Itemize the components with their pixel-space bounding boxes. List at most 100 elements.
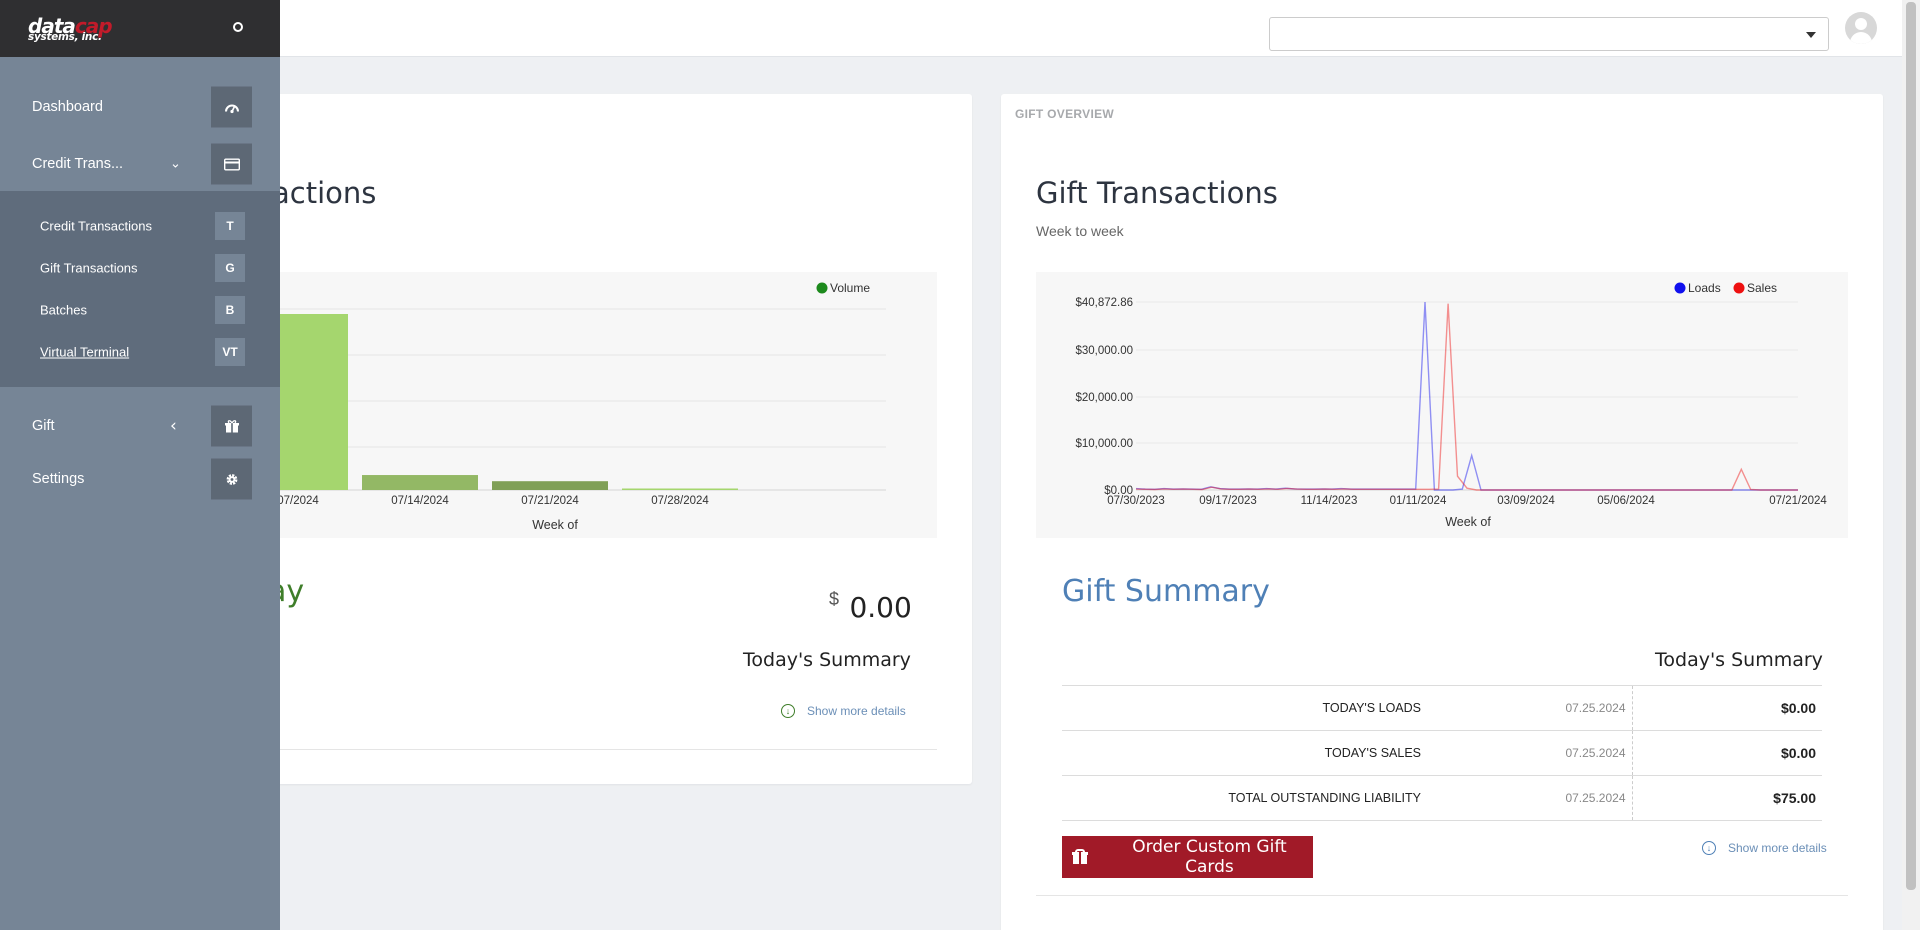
account-select[interactable]	[1269, 17, 1829, 51]
sidebar-item-settings[interactable]: Settings	[0, 451, 280, 507]
chevron-left-icon: ‹	[170, 416, 177, 436]
sidebar-item-credit-transactions[interactable]: Credit Trans... ⌄	[0, 136, 280, 192]
x-tick-label: 07/14/2024	[391, 495, 449, 507]
order-button-label: Order Custom Gift Cards	[1132, 837, 1287, 877]
table-row: TOTAL OUTSTANDING LIABILITY 07.25.2024 $…	[1062, 775, 1822, 821]
divider	[160, 749, 937, 750]
legend-label: Sales	[1747, 281, 1777, 295]
dashboard-icon	[211, 86, 252, 128]
credit-today-summary: Today's Summary	[743, 649, 911, 671]
x-axis-label: Week of	[1445, 515, 1491, 529]
gift-overview-card: GIFT OVERVIEW Gift Transactions Week to …	[1001, 94, 1883, 930]
sub-item-label: Batches	[40, 302, 87, 318]
shortcut-badge: VT	[215, 338, 245, 366]
credit-overview-card: actions 06/30/202407/07/202407/14/202407…	[160, 94, 972, 784]
y-tick-label: $0.00	[1104, 485, 1133, 497]
legend-label: Volume	[830, 281, 870, 295]
x-tick-label: 11/14/2023	[1301, 495, 1358, 507]
sub-item-label: Gift Transactions	[40, 260, 138, 276]
legend-label: Loads	[1688, 281, 1721, 295]
gift-summary-table: TODAY'S LOADS 07.25.2024 $0.00 TODAY'S S…	[1062, 685, 1822, 821]
chevron-down-icon	[1806, 32, 1816, 38]
x-tick-label: 03/09/2024	[1497, 495, 1555, 507]
sidebar-item-credit-transactions-sub[interactable]: Credit Transactions T	[0, 205, 280, 247]
gift-summary-title: Gift Summary	[1062, 574, 1270, 609]
sub-item-label: Virtual Terminal	[40, 344, 130, 360]
sidebar-header: datacap systems, inc.	[0, 0, 280, 57]
legend-swatch	[816, 282, 828, 294]
row-amount: $0.00	[1631, 730, 1822, 776]
avatar[interactable]	[1845, 12, 1877, 44]
sidebar-item-label: Settings	[32, 471, 85, 487]
series-line-loads	[1135, 301, 1798, 491]
gift-line-chart: $0.00 $10,000.00 $20,000.00 $30,000.00 $40,8…	[1075, 281, 1827, 529]
x-tick-label: 07/30/2023	[1107, 495, 1165, 507]
gift-show-more-link[interactable]: ↓ Show more details	[1702, 841, 1827, 855]
logo-subtext: systems, inc.	[28, 31, 102, 43]
credit-card-icon	[211, 143, 252, 185]
x-tick-label: 05/06/2024	[1597, 495, 1655, 507]
gear-icon	[211, 458, 252, 500]
row-label: TODAY'S LOADS	[1062, 685, 1437, 731]
show-more-label: Show more details	[807, 704, 906, 718]
sub-item-label: Credit Transactions	[40, 218, 152, 234]
arrow-down-circle-icon: ↓	[1702, 841, 1716, 855]
divider	[1036, 895, 1848, 896]
table-row: TODAY'S LOADS 07.25.2024 $0.00	[1062, 685, 1822, 731]
sidebar-item-label: Gift	[32, 418, 55, 434]
sidebar-item-label: Dashboard	[32, 99, 103, 115]
x-tick-label: 01/11/2024	[1390, 495, 1447, 507]
legend-swatch	[1674, 282, 1686, 294]
sidebar-item-batches[interactable]: Batches B	[0, 289, 280, 331]
logo-text: data	[28, 14, 76, 38]
sidebar-item-gift[interactable]: Gift ‹	[0, 398, 280, 454]
x-tick-label: 09/17/2023	[1199, 495, 1257, 507]
y-tick-label: $10,000.00	[1075, 438, 1133, 450]
shortcut-badge: B	[215, 296, 245, 324]
datacap-logo[interactable]: datacap systems, inc.	[28, 14, 113, 43]
credit-card-title: actions	[272, 176, 377, 210]
x-tick-label: 07/21/2024	[1769, 495, 1827, 507]
gift-card-subtitle: Week to week	[1036, 223, 1124, 239]
gift-card-title: Gift Transactions	[1036, 176, 1278, 210]
gift-card-header: GIFT OVERVIEW	[1015, 107, 1115, 121]
row-date: 07.25.2024	[1437, 775, 1632, 821]
gift-icon	[1072, 849, 1088, 865]
order-custom-gift-cards-button[interactable]: Order Custom Gift Cards	[1062, 836, 1313, 878]
sidebar-item-dashboard[interactable]: Dashboard	[0, 79, 280, 135]
chevron-down-icon: ⌄	[170, 156, 181, 172]
x-tick-label: 07/21/2024	[521, 495, 579, 507]
scrollbar-thumb[interactable]	[1906, 2, 1916, 890]
shortcut-badge: G	[215, 254, 245, 282]
show-more-label: Show more details	[1728, 841, 1827, 855]
series-line-sales	[1135, 303, 1798, 491]
legend-swatch	[1733, 282, 1745, 294]
y-tick-label: $40,872.86	[1075, 297, 1133, 309]
table-row: TODAY'S SALES 07.25.2024 $0.00	[1062, 730, 1822, 776]
y-tick-label: $30,000.00	[1075, 345, 1133, 357]
row-amount: $75.00	[1631, 775, 1822, 821]
x-tick-label: 07/28/2024	[651, 495, 709, 507]
arrow-down-circle-icon: ↓	[781, 704, 795, 718]
logo-text-accent: cap	[74, 14, 113, 38]
shortcut-badge: T	[215, 212, 245, 240]
row-label: TODAY'S SALES	[1062, 730, 1437, 776]
currency-symbol: $	[829, 589, 840, 609]
sidebar-item-label: Credit Trans...	[32, 156, 124, 172]
gift-today-summary: Today's Summary	[1655, 649, 1823, 671]
row-date: 07.25.2024	[1437, 730, 1632, 776]
bar	[492, 481, 608, 490]
sidebar-item-gift-transactions[interactable]: Gift Transactions G	[0, 247, 280, 289]
credit-submenu: Credit Transactions T Gift Transactions …	[0, 191, 280, 387]
credit-show-more-link[interactable]: ↓ Show more details	[781, 704, 906, 718]
sidebar-toggle-icon[interactable]	[233, 22, 243, 32]
x-axis-label: Week of	[532, 518, 578, 532]
row-amount: $0.00	[1631, 685, 1822, 731]
page-scrollbar[interactable]	[1902, 0, 1920, 930]
sidebar: datacap systems, inc. Dashboard Credit T…	[0, 0, 280, 930]
bar	[622, 488, 738, 490]
bar	[362, 475, 478, 490]
sidebar-item-virtual-terminal[interactable]: Virtual Terminal VT	[0, 331, 280, 373]
gift-icon	[211, 405, 252, 447]
row-date: 07.25.2024	[1437, 685, 1632, 731]
